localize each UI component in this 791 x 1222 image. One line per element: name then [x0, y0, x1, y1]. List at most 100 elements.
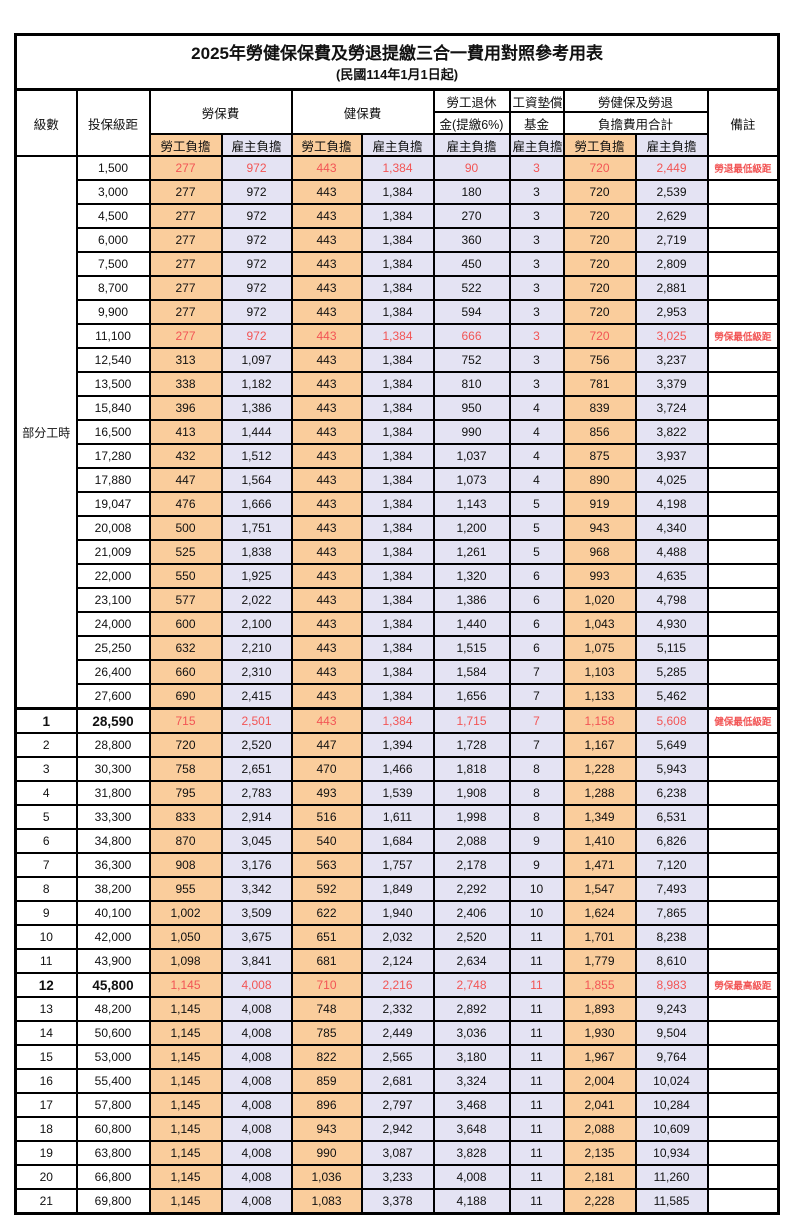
health-employee-cell: 710 — [290, 972, 363, 998]
bracket-cell: 50,600 — [75, 1020, 151, 1046]
bracket-cell: 63,800 — [75, 1140, 151, 1166]
table-row: 5 33,300 833 2,914 516 1,611 1,998 8 1,349 6,531 — [14, 804, 780, 830]
remark-cell — [706, 1068, 780, 1094]
health-employee-cell: 493 — [290, 780, 363, 806]
bracket-cell: 24,000 — [75, 611, 151, 637]
health-employer-cell: 1,384 — [360, 395, 435, 421]
header-subrow: 勞工負擔 雇主負擔 勞工負擔 雇主負擔 雇主負擔 雇主負擔 勞工負擔 雇主負擔 — [16, 133, 779, 157]
pension-employer-cell: 1,584 — [432, 659, 511, 685]
pension-employer-cell: 1,908 — [432, 780, 511, 806]
remark-cell — [706, 732, 780, 758]
health-employee-cell: 592 — [290, 876, 363, 902]
wage-fund-employer-cell: 5 — [508, 515, 565, 541]
bracket-cell: 7,500 — [75, 251, 151, 277]
labor-employee-cell: 1,002 — [148, 900, 223, 926]
remark-cell — [706, 635, 780, 661]
health-employee-cell: 443 — [290, 563, 363, 589]
labor-employee-cell: 870 — [148, 828, 223, 854]
pension-employer-cell: 2,634 — [432, 948, 511, 974]
labor-employee-cell: 720 — [148, 732, 223, 758]
labor-employee-cell: 577 — [148, 587, 223, 613]
pension-employer-cell: 1,073 — [432, 467, 511, 493]
health-employer-cell: 1,384 — [360, 683, 435, 710]
labor-employer-cell: 4,008 — [220, 1044, 293, 1070]
total-employer-cell: 5,943 — [634, 756, 709, 782]
remark-cell — [706, 467, 780, 493]
pension-employer-cell: 3,036 — [432, 1020, 511, 1046]
total-employee-cell: 2,041 — [562, 1092, 637, 1118]
bracket-cell: 42,000 — [75, 924, 151, 950]
total-employer-cell: 10,284 — [634, 1092, 709, 1118]
table-row: 部分工時 1,500 277 972 443 1,384 90 3 720 2,449 勞退最低級距 — [14, 155, 780, 710]
health-employer-cell: 3,233 — [360, 1164, 435, 1190]
health-employer-cell: 2,942 — [360, 1116, 435, 1142]
labor-employee-cell: 277 — [148, 155, 223, 181]
subheader-health-employee: 勞工負擔 — [290, 133, 363, 157]
health-employer-cell: 1,384 — [360, 203, 435, 229]
health-employer-cell: 1,384 — [360, 323, 435, 349]
pension-employer-cell: 3,828 — [432, 1140, 511, 1166]
wage-fund-employer-cell: 10 — [508, 876, 565, 902]
wage-fund-employer-cell: 6 — [508, 635, 565, 661]
health-employee-cell: 443 — [290, 347, 363, 373]
bracket-cell: 9,900 — [75, 299, 151, 325]
labor-employee-cell: 1,145 — [148, 1044, 223, 1070]
level-cell: 15 — [14, 1044, 78, 1070]
health-employer-cell: 1,384 — [360, 179, 435, 205]
table-row: 20 66,800 1,145 4,008 1,036 3,233 4,008 11 2,181… — [14, 1164, 780, 1190]
subheader-total-employee: 勞工負擔 — [562, 133, 637, 157]
bracket-cell: 23,100 — [75, 587, 151, 613]
remark-cell — [706, 179, 780, 205]
labor-employee-cell: 1,145 — [148, 1188, 223, 1215]
table-row: 20,008 500 1,751 443 1,384 1,200 5 943 4,340 — [16, 515, 780, 541]
level-cell: 7 — [14, 852, 78, 878]
health-employee-cell: 443 — [290, 323, 363, 349]
labor-employer-cell: 1,666 — [220, 491, 293, 517]
health-employer-cell: 2,124 — [360, 948, 435, 974]
table-row: 25,250 632 2,210 443 1,384 1,515 6 1,075 5,115 — [16, 635, 780, 661]
total-employee-cell: 1,624 — [562, 900, 637, 926]
table-row: 7 36,300 908 3,176 563 1,757 2,178 9 1,471 7,120 — [14, 852, 780, 878]
pension-employer-cell: 950 — [432, 395, 511, 421]
wage-fund-employer-cell: 5 — [508, 539, 565, 565]
bracket-cell: 38,200 — [75, 876, 151, 902]
pension-employer-cell: 594 — [432, 299, 511, 325]
labor-employer-cell: 2,651 — [220, 756, 293, 782]
wage-fund-employer-cell: 11 — [508, 924, 565, 950]
wage-fund-employer-cell: 6 — [508, 563, 565, 589]
labor-employer-cell: 972 — [220, 203, 293, 229]
wage-fund-employer-cell: 6 — [508, 587, 565, 613]
table-body: 部分工時 1,500 277 972 443 1,384 90 3 720 2,449 勞退最低級距… — [14, 155, 780, 1215]
health-employer-cell: 1,466 — [360, 756, 435, 782]
labor-employer-cell: 4,008 — [220, 1020, 293, 1046]
health-employee-cell: 443 — [290, 635, 363, 661]
pension-employer-cell: 270 — [432, 203, 511, 229]
labor-employer-cell: 972 — [220, 275, 293, 301]
labor-employee-cell: 690 — [148, 683, 223, 710]
table-row: 11 43,900 1,098 3,841 681 2,124 2,634 11 1,779 8,… — [14, 948, 780, 974]
wage-fund-employer-cell: 3 — [508, 203, 565, 229]
wage-fund-employer-cell: 8 — [508, 756, 565, 782]
wage-fund-employer-cell: 10 — [508, 900, 565, 926]
table-row: 22,000 550 1,925 443 1,384 1,320 6 993 4,635 — [16, 563, 780, 589]
remark-cell — [706, 852, 780, 878]
total-employee-cell: 720 — [562, 155, 637, 181]
wage-fund-employer-cell: 11 — [508, 972, 565, 998]
total-employee-cell: 1,228 — [562, 756, 637, 782]
table-row: 13 48,200 1,145 4,008 748 2,332 2,892 11 1,893 9,… — [14, 996, 780, 1022]
bracket-cell: 36,300 — [75, 852, 151, 878]
col-header-health-insurance: 健保費 — [290, 88, 435, 135]
total-employee-cell: 2,088 — [562, 1116, 637, 1142]
table-row: 4,500 277 972 443 1,384 270 3 720 2,629 — [16, 203, 780, 229]
total-employer-cell: 4,635 — [634, 563, 709, 589]
labor-employer-cell: 1,386 — [220, 395, 293, 421]
labor-employer-cell: 1,838 — [220, 539, 293, 565]
total-employer-cell: 5,462 — [634, 683, 709, 710]
col-header-labor-insurance: 勞保費 — [148, 88, 293, 135]
total-employer-cell: 9,764 — [634, 1044, 709, 1070]
bracket-cell: 40,100 — [75, 900, 151, 926]
remark-cell — [706, 1140, 780, 1166]
bracket-cell: 53,000 — [75, 1044, 151, 1070]
level-cell: 21 — [14, 1188, 78, 1215]
table-row: 11,100 277 972 443 1,384 666 3 720 3,025 勞保最低級距 — [16, 323, 780, 349]
